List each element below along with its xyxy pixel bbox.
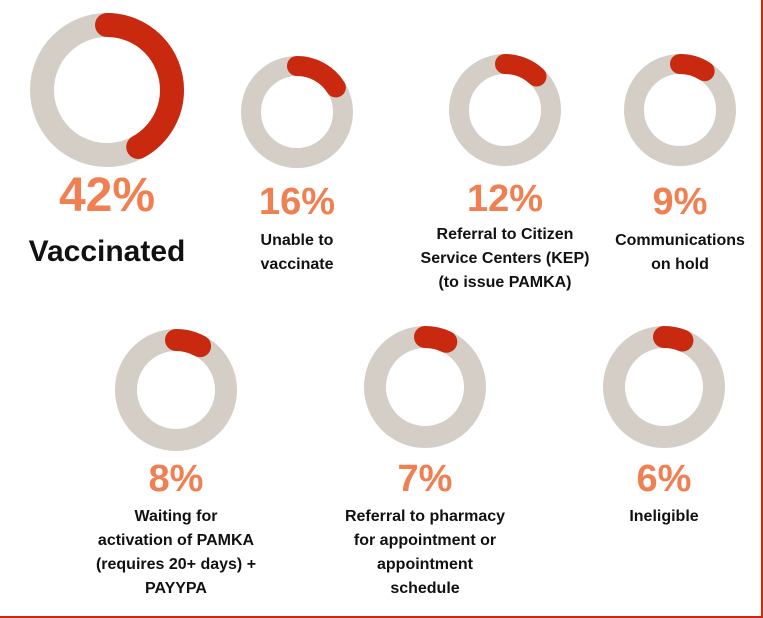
percent-label: 12%: [466, 178, 544, 220]
donut-arc: [603, 326, 725, 448]
donut: [624, 54, 736, 166]
category-label: Referral to pharmacy for appointment or …: [344, 508, 506, 597]
donut-arc: [30, 13, 184, 167]
donut: [241, 56, 353, 168]
category-label: Vaccinated: [28, 235, 186, 268]
percent-label: 16%: [258, 181, 336, 223]
donut: [115, 329, 237, 451]
donut-arc: [449, 54, 561, 166]
percent-label: 8%: [148, 458, 204, 500]
percent-label: 6%: [636, 458, 692, 500]
donut: [30, 13, 184, 167]
category-label: Communications on hold: [615, 232, 745, 273]
category-label: Unable to vaccinate: [260, 232, 334, 273]
category-label: Ineligible: [629, 508, 699, 525]
donut-arc: [115, 329, 237, 451]
donut-arc: [624, 54, 736, 166]
percent-label: 42%: [58, 169, 156, 222]
percent-label: 9%: [652, 181, 708, 223]
category-label: Referral to Citizen Service Centers (KEP…: [420, 226, 590, 291]
donut-track: [624, 54, 736, 166]
donut-track: [603, 326, 725, 448]
donut-arc: [364, 326, 486, 448]
category-label: Waiting for activation of PAMKA (require…: [95, 508, 257, 597]
donut: [364, 326, 486, 448]
donut-arc: [241, 56, 353, 168]
donut: [449, 54, 561, 166]
percent-label: 7%: [397, 458, 453, 500]
donut: [603, 326, 725, 448]
donut-track: [115, 329, 237, 451]
donut-track: [364, 326, 486, 448]
